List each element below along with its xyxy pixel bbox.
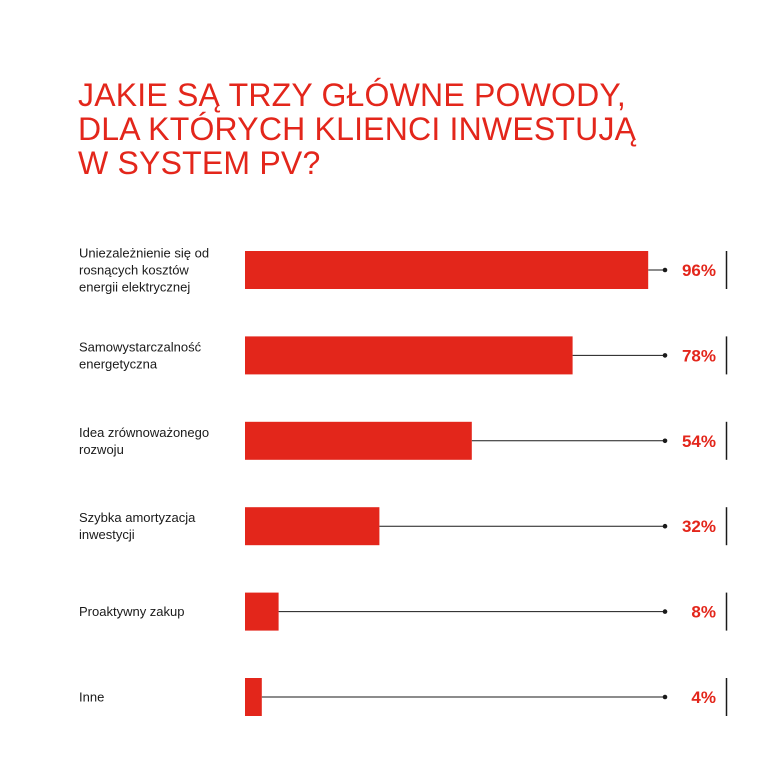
category-label: Proaktywny zakup: [79, 604, 185, 619]
connector-dot: [662, 694, 668, 700]
category-label-line: Idea zrównoważonego: [79, 425, 209, 440]
category-label-line: inwestycji: [79, 527, 135, 542]
value-label: 78%: [682, 346, 716, 365]
bar: [245, 421, 472, 460]
category-label-line: Samowystarczalność: [79, 339, 202, 354]
category-label-line: energii elektrycznej: [79, 280, 190, 295]
category-label: Uniezależnienie się od rosnących kosztów e…: [79, 246, 209, 295]
chart-title-line-3: W SYSTEM PV?: [78, 145, 321, 181]
connector-dot: [662, 609, 668, 614]
chart-title-line-1: JAKIE SĄ TRZY GŁÓWNE POWODY,: [78, 77, 626, 113]
category-label: Samowystarczalność energetyczna: [79, 339, 202, 371]
category-label-line: rozwoju: [79, 442, 124, 457]
value-label: 54%: [682, 432, 716, 451]
bar: [245, 251, 649, 289]
category-label-line: Uniezależnienie się od: [79, 246, 209, 261]
bar: [245, 507, 380, 546]
category-label-line: rosnących kosztów: [79, 263, 189, 278]
category-label: Inne: [79, 690, 104, 705]
category-label-line: Szybka amortyzacja: [79, 510, 196, 525]
category-label-line: Inne: [79, 690, 104, 705]
connector-dot: [662, 438, 668, 444]
bar: [245, 678, 262, 716]
value-label: 4%: [691, 688, 716, 707]
bar: [245, 592, 279, 631]
connector-dot: [662, 267, 668, 273]
value-label: 32%: [682, 517, 716, 536]
category-label-line: energetyczna: [79, 356, 158, 371]
bar: [245, 336, 573, 375]
value-label: 96%: [682, 261, 716, 280]
chart-title-line-2: DLA KTÓRYCH KLIENCI INWESTUJĄ: [78, 111, 637, 147]
chart-title: JAKIE SĄ TRZY GŁÓWNE POWODY, DLA KTÓRYCH…: [78, 78, 718, 180]
connector-dot: [662, 523, 668, 529]
category-label: Szybka amortyzacja inwestycji: [79, 510, 196, 542]
category-label-line: Proaktywny zakup: [79, 604, 185, 619]
value-label: 8%: [691, 603, 716, 622]
category-label: Idea zrównoważonego rozwoju: [79, 425, 209, 457]
connector-dot: [662, 353, 668, 358]
